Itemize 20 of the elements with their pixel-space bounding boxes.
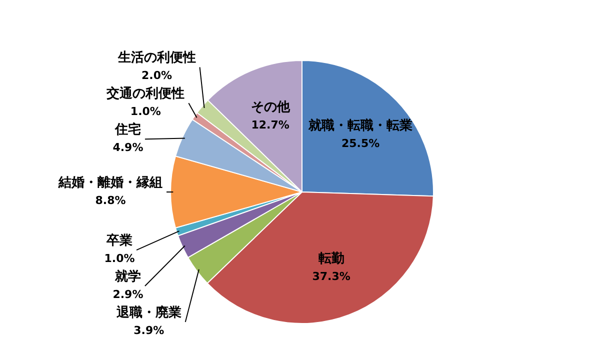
data-label: 4.9%	[112, 141, 144, 154]
data-label: 25.5%	[341, 137, 380, 150]
data-label: 2.0%	[142, 69, 172, 82]
slice-label: その他	[250, 100, 291, 116]
data-label: 3.9%	[134, 324, 164, 337]
slice-label: 住宅	[114, 122, 141, 138]
slice-label: 交通の利便性	[106, 86, 185, 102]
slice-label: 生活の利便性	[116, 50, 196, 66]
slice-label: 結婚・離婚・縁組	[58, 175, 162, 190]
slice-label: 就職・転職・転業	[308, 118, 413, 134]
data-label: 1.0%	[104, 252, 135, 265]
data-label: 8.8%	[95, 194, 126, 207]
data-label: 12.7%	[251, 118, 290, 132]
slice-label: 就学	[114, 268, 141, 284]
slice-label: 転勤	[317, 251, 344, 266]
data-label: 1.0%	[130, 105, 161, 118]
slice-label: 卒業	[106, 232, 133, 248]
slice-label: 退職・廃業	[115, 304, 182, 320]
data-label: 2.9%	[112, 288, 144, 301]
data-label: 37.3%	[312, 270, 350, 283]
